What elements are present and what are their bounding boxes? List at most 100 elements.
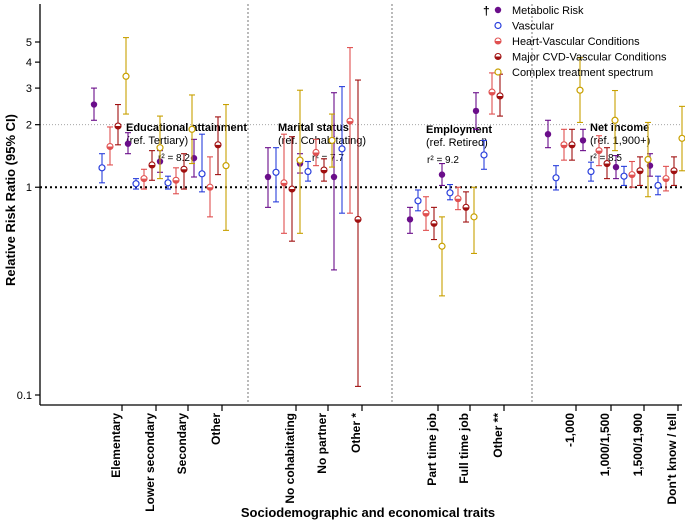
data-point-half: [281, 182, 287, 186]
legend-marker-half: [495, 41, 501, 44]
x-category-label: Other *: [349, 413, 363, 453]
legend-marker: [494, 21, 502, 30]
x-category-label: No partner: [315, 413, 329, 474]
y-tick-label: 4: [26, 57, 32, 69]
x-category-label: Elementary: [109, 413, 123, 478]
data-point: [164, 179, 172, 187]
data-point: [304, 167, 312, 176]
x-category-label: Part time job: [425, 413, 439, 486]
data-point: [156, 144, 164, 152]
data-point-half: [215, 144, 221, 148]
x-category-label: Don't know / tell: [665, 413, 679, 505]
data-point-half: [355, 219, 361, 223]
legend: † Metabolic Risk Vascular Heart-Vascular Co…: [483, 4, 667, 79]
y-tick-label: 3: [26, 83, 32, 95]
legend-dagger: †: [483, 4, 490, 18]
data-point: [272, 168, 280, 176]
x-category-label: -1,000: [563, 413, 577, 447]
data-point-half: [107, 146, 113, 150]
x-axis: Elementary Lower secondary Secondary Other N…: [40, 404, 682, 512]
data-point: [438, 242, 446, 250]
data-point: [330, 173, 338, 181]
data-point: [98, 164, 106, 172]
data-point: [328, 136, 336, 145]
data-point: [644, 155, 652, 164]
legend-marker-half: [495, 56, 501, 60]
data-point: [678, 134, 685, 142]
data-point-half: [596, 150, 602, 154]
data-point: [438, 171, 446, 178]
data-point-half: [489, 92, 495, 96]
x-category-label: Other: [209, 413, 223, 445]
data-point-half: [561, 144, 567, 148]
legend-marker: [494, 6, 502, 14]
data-point: [620, 172, 628, 180]
group-title: Educational attainment: [126, 122, 247, 134]
x-category-label: Lower secondary: [143, 413, 157, 512]
x-axis-title: Sociodemographic and economical traits: [241, 505, 495, 520]
data-point: [198, 170, 206, 178]
grid-layer: [40, 4, 682, 403]
data-point-half: [423, 213, 429, 217]
data-point: [612, 163, 620, 171]
data-point: [414, 197, 422, 205]
data-point-half: [629, 174, 635, 178]
y-axis-title: Relative Risk Ratio (95% CI): [3, 114, 18, 286]
legend-label: Major CVD-Vascular Conditions: [512, 52, 667, 64]
legend-marker: [494, 68, 502, 76]
legend-label: Vascular: [512, 21, 554, 33]
group-r-squared: r² = 7.7: [312, 153, 344, 164]
group-title: Marital status: [278, 122, 349, 134]
y-tick-label: 1: [26, 182, 32, 194]
data-point: [587, 167, 595, 176]
data-point: [579, 137, 587, 144]
legend-label: Complex treatment spectrum: [512, 67, 653, 79]
data-point: [446, 189, 454, 197]
data-point-half: [347, 121, 353, 125]
x-category-label: Full time job: [457, 413, 471, 484]
data-point: [472, 107, 480, 115]
group-r-squared: r² = 8.5: [590, 153, 622, 164]
data-point-half: [289, 189, 295, 193]
group-r-squared: r² = 9.2: [427, 155, 459, 166]
data-point: [552, 174, 560, 182]
x-category-label: Secondary: [175, 413, 189, 475]
data-point: [122, 72, 130, 80]
data-point-half: [569, 144, 575, 148]
data-point-half: [455, 198, 461, 202]
y-tick-label: 2: [26, 120, 32, 132]
group-r-squared: r² = 8.2: [158, 153, 190, 164]
y-tick-label: 0.1: [17, 390, 32, 402]
legend-label: Metabolic Risk: [512, 5, 584, 17]
data-point: [124, 140, 132, 147]
group-reference: (ref. Tertiary): [126, 135, 188, 147]
data-point-half: [604, 163, 610, 167]
data-point: [222, 162, 230, 170]
data-point-half: [431, 223, 437, 227]
data-point: [470, 213, 478, 221]
group-reference: (ref. Retired): [426, 137, 488, 149]
data-point: [480, 151, 488, 159]
legend-label: Heart-Vascular Conditions: [512, 36, 640, 48]
data-point-half: [115, 126, 121, 130]
data-point: [544, 130, 552, 138]
data-point-half: [637, 170, 643, 174]
data-point: [406, 216, 414, 223]
data-point: [611, 116, 619, 124]
group-title: Net income: [590, 122, 649, 134]
data-point-half: [141, 178, 147, 182]
data-point-half: [181, 169, 187, 173]
x-category-label: No cohabitating: [283, 413, 297, 504]
data-point-half: [207, 187, 213, 191]
x-category-label: 1,500/1,900: [631, 413, 645, 477]
data-point: [654, 181, 662, 190]
data-point-half: [313, 152, 319, 156]
data-point-half: [671, 170, 677, 174]
data-point-half: [497, 95, 503, 99]
data-point-half: [173, 180, 179, 184]
x-category-label: 1,000/1,500: [598, 413, 612, 477]
group-title: Employment: [426, 124, 492, 136]
data-marks: [90, 37, 685, 387]
x-category-label: Other **: [491, 413, 505, 458]
data-point: [296, 156, 304, 164]
